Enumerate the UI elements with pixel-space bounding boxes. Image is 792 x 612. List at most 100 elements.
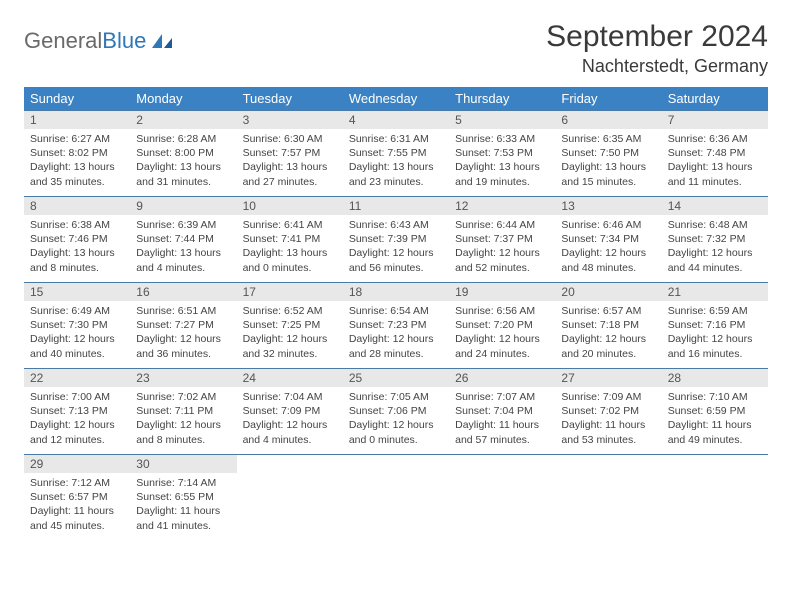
- calendar-cell: 12Sunrise: 6:44 AMSunset: 7:37 PMDayligh…: [449, 197, 555, 283]
- day-details: Sunrise: 6:35 AMSunset: 7:50 PMDaylight:…: [555, 129, 661, 193]
- calendar-cell: 25Sunrise: 7:05 AMSunset: 7:06 PMDayligh…: [343, 369, 449, 455]
- day-number: 11: [343, 197, 449, 215]
- calendar-cell: 21Sunrise: 6:59 AMSunset: 7:16 PMDayligh…: [662, 283, 768, 369]
- weekday-header-row: Sunday Monday Tuesday Wednesday Thursday…: [24, 87, 768, 111]
- day-number: 25: [343, 369, 449, 387]
- day-details: Sunrise: 6:43 AMSunset: 7:39 PMDaylight:…: [343, 215, 449, 279]
- day-details: Sunrise: 6:38 AMSunset: 7:46 PMDaylight:…: [24, 215, 130, 279]
- day-number: 3: [237, 111, 343, 129]
- day-details: Sunrise: 6:31 AMSunset: 7:55 PMDaylight:…: [343, 129, 449, 193]
- day-details: Sunrise: 6:52 AMSunset: 7:25 PMDaylight:…: [237, 301, 343, 365]
- location: Nachterstedt, Germany: [546, 56, 768, 77]
- calendar-cell: 17Sunrise: 6:52 AMSunset: 7:25 PMDayligh…: [237, 283, 343, 369]
- header: GeneralBlue September 2024 Nachterstedt,…: [24, 20, 768, 77]
- day-number: 24: [237, 369, 343, 387]
- logo-sail-icon: [150, 32, 176, 50]
- day-number: 17: [237, 283, 343, 301]
- day-details: Sunrise: 6:33 AMSunset: 7:53 PMDaylight:…: [449, 129, 555, 193]
- weekday-header: Sunday: [24, 87, 130, 111]
- day-number: 29: [24, 455, 130, 473]
- day-number: 9: [130, 197, 236, 215]
- day-number: 13: [555, 197, 661, 215]
- day-details: Sunrise: 7:10 AMSunset: 6:59 PMDaylight:…: [662, 387, 768, 451]
- day-number: 30: [130, 455, 236, 473]
- weekday-header: Friday: [555, 87, 661, 111]
- logo-text-blue: Blue: [102, 28, 146, 54]
- calendar-cell: [449, 455, 555, 541]
- calendar-cell: 27Sunrise: 7:09 AMSunset: 7:02 PMDayligh…: [555, 369, 661, 455]
- day-details: Sunrise: 6:46 AMSunset: 7:34 PMDaylight:…: [555, 215, 661, 279]
- day-details: Sunrise: 6:59 AMSunset: 7:16 PMDaylight:…: [662, 301, 768, 365]
- logo-text-gray: General: [24, 28, 102, 54]
- day-number: 5: [449, 111, 555, 129]
- day-number: 23: [130, 369, 236, 387]
- calendar-cell: [237, 455, 343, 541]
- calendar-cell: 7Sunrise: 6:36 AMSunset: 7:48 PMDaylight…: [662, 111, 768, 197]
- calendar-cell: 20Sunrise: 6:57 AMSunset: 7:18 PMDayligh…: [555, 283, 661, 369]
- day-details: Sunrise: 7:04 AMSunset: 7:09 PMDaylight:…: [237, 387, 343, 451]
- weekday-header: Thursday: [449, 87, 555, 111]
- day-number: 28: [662, 369, 768, 387]
- day-details: Sunrise: 7:09 AMSunset: 7:02 PMDaylight:…: [555, 387, 661, 451]
- day-number: 27: [555, 369, 661, 387]
- weekday-header: Tuesday: [237, 87, 343, 111]
- calendar-cell: 29Sunrise: 7:12 AMSunset: 6:57 PMDayligh…: [24, 455, 130, 541]
- calendar-cell: 9Sunrise: 6:39 AMSunset: 7:44 PMDaylight…: [130, 197, 236, 283]
- day-details: Sunrise: 6:27 AMSunset: 8:02 PMDaylight:…: [24, 129, 130, 193]
- day-details: Sunrise: 7:02 AMSunset: 7:11 PMDaylight:…: [130, 387, 236, 451]
- calendar-cell: 23Sunrise: 7:02 AMSunset: 7:11 PMDayligh…: [130, 369, 236, 455]
- calendar-cell: 16Sunrise: 6:51 AMSunset: 7:27 PMDayligh…: [130, 283, 236, 369]
- day-details: Sunrise: 6:56 AMSunset: 7:20 PMDaylight:…: [449, 301, 555, 365]
- title-block: September 2024 Nachterstedt, Germany: [546, 20, 768, 77]
- day-details: Sunrise: 7:07 AMSunset: 7:04 PMDaylight:…: [449, 387, 555, 451]
- calendar-cell: 6Sunrise: 6:35 AMSunset: 7:50 PMDaylight…: [555, 111, 661, 197]
- day-details: Sunrise: 6:28 AMSunset: 8:00 PMDaylight:…: [130, 129, 236, 193]
- calendar-cell: 24Sunrise: 7:04 AMSunset: 7:09 PMDayligh…: [237, 369, 343, 455]
- calendar-cell: 28Sunrise: 7:10 AMSunset: 6:59 PMDayligh…: [662, 369, 768, 455]
- month-title: September 2024: [546, 20, 768, 54]
- day-number: 19: [449, 283, 555, 301]
- day-number: 20: [555, 283, 661, 301]
- day-number: 8: [24, 197, 130, 215]
- calendar-table: Sunday Monday Tuesday Wednesday Thursday…: [24, 87, 768, 541]
- calendar-cell: 18Sunrise: 6:54 AMSunset: 7:23 PMDayligh…: [343, 283, 449, 369]
- day-number: 26: [449, 369, 555, 387]
- calendar-cell: 15Sunrise: 6:49 AMSunset: 7:30 PMDayligh…: [24, 283, 130, 369]
- calendar-cell: 8Sunrise: 6:38 AMSunset: 7:46 PMDaylight…: [24, 197, 130, 283]
- day-number: 16: [130, 283, 236, 301]
- calendar-cell: 4Sunrise: 6:31 AMSunset: 7:55 PMDaylight…: [343, 111, 449, 197]
- calendar-cell: [343, 455, 449, 541]
- day-details: Sunrise: 6:57 AMSunset: 7:18 PMDaylight:…: [555, 301, 661, 365]
- calendar-week-row: 1Sunrise: 6:27 AMSunset: 8:02 PMDaylight…: [24, 111, 768, 197]
- day-number: 22: [24, 369, 130, 387]
- day-details: Sunrise: 7:00 AMSunset: 7:13 PMDaylight:…: [24, 387, 130, 451]
- calendar-cell: 13Sunrise: 6:46 AMSunset: 7:34 PMDayligh…: [555, 197, 661, 283]
- weekday-header: Saturday: [662, 87, 768, 111]
- day-details: Sunrise: 6:49 AMSunset: 7:30 PMDaylight:…: [24, 301, 130, 365]
- calendar-cell: 22Sunrise: 7:00 AMSunset: 7:13 PMDayligh…: [24, 369, 130, 455]
- day-number: 4: [343, 111, 449, 129]
- day-details: Sunrise: 6:30 AMSunset: 7:57 PMDaylight:…: [237, 129, 343, 193]
- day-number: 12: [449, 197, 555, 215]
- day-number: 18: [343, 283, 449, 301]
- day-number: 14: [662, 197, 768, 215]
- day-number: 2: [130, 111, 236, 129]
- day-details: Sunrise: 7:14 AMSunset: 6:55 PMDaylight:…: [130, 473, 236, 537]
- day-details: Sunrise: 6:39 AMSunset: 7:44 PMDaylight:…: [130, 215, 236, 279]
- calendar-cell: 30Sunrise: 7:14 AMSunset: 6:55 PMDayligh…: [130, 455, 236, 541]
- day-number: 21: [662, 283, 768, 301]
- day-details: Sunrise: 6:48 AMSunset: 7:32 PMDaylight:…: [662, 215, 768, 279]
- calendar-cell: 1Sunrise: 6:27 AMSunset: 8:02 PMDaylight…: [24, 111, 130, 197]
- calendar-week-row: 22Sunrise: 7:00 AMSunset: 7:13 PMDayligh…: [24, 369, 768, 455]
- day-details: Sunrise: 6:44 AMSunset: 7:37 PMDaylight:…: [449, 215, 555, 279]
- logo: GeneralBlue: [24, 28, 176, 54]
- calendar-week-row: 8Sunrise: 6:38 AMSunset: 7:46 PMDaylight…: [24, 197, 768, 283]
- day-number: 10: [237, 197, 343, 215]
- day-details: Sunrise: 6:36 AMSunset: 7:48 PMDaylight:…: [662, 129, 768, 193]
- calendar-cell: 11Sunrise: 6:43 AMSunset: 7:39 PMDayligh…: [343, 197, 449, 283]
- day-details: Sunrise: 6:51 AMSunset: 7:27 PMDaylight:…: [130, 301, 236, 365]
- day-number: 7: [662, 111, 768, 129]
- calendar-cell: [555, 455, 661, 541]
- day-details: Sunrise: 6:54 AMSunset: 7:23 PMDaylight:…: [343, 301, 449, 365]
- weekday-header: Wednesday: [343, 87, 449, 111]
